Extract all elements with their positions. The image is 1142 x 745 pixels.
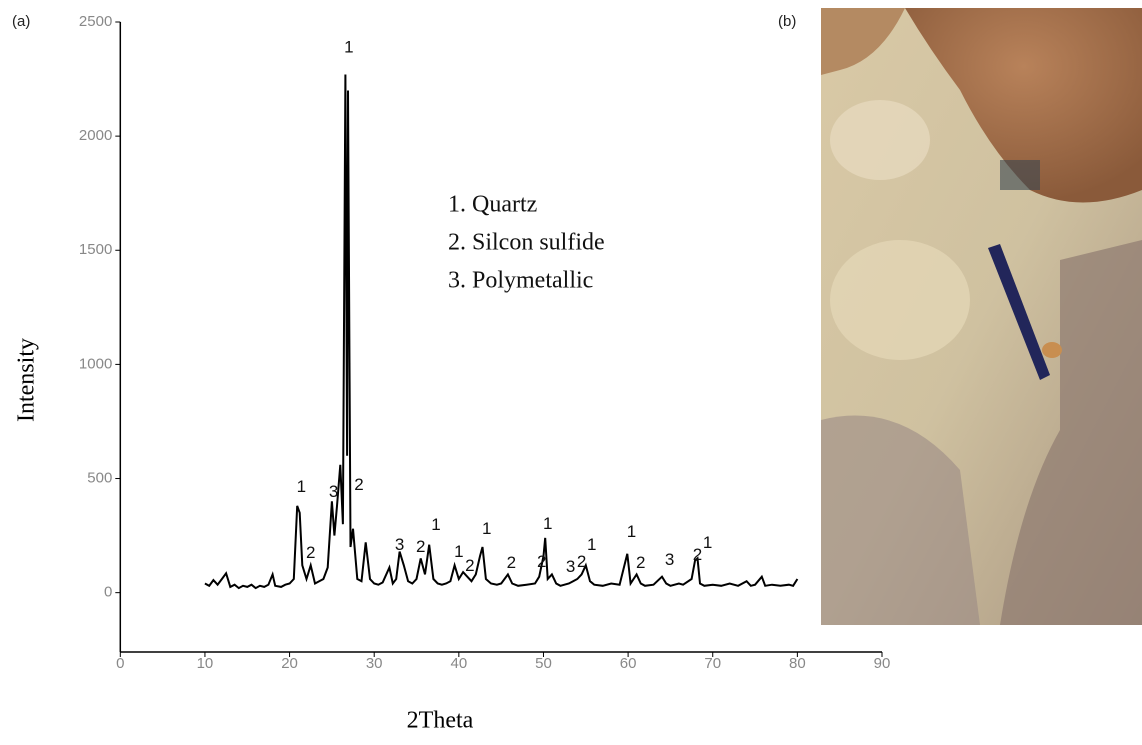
peak-label: 2: [507, 553, 516, 572]
panel-label: (a): [12, 13, 30, 30]
y-tick-label: 2500: [79, 13, 112, 30]
peak-label: 1: [587, 535, 596, 554]
x-tick-label: 40: [450, 655, 467, 672]
y-axis-label: Intensity: [14, 338, 40, 422]
x-tick-label: 0: [116, 655, 124, 672]
peak-label: 1: [627, 522, 636, 541]
x-tick-label: 50: [535, 655, 552, 672]
peak-label: 2: [465, 556, 474, 575]
x-axis-label: 2Theta: [407, 708, 474, 734]
note: 2. Silcon sulfide: [448, 230, 605, 256]
x-tick-label: 30: [366, 655, 383, 672]
x-tick-label: 70: [704, 655, 721, 672]
peak-label: 2: [577, 552, 586, 571]
peak-label: 1: [431, 515, 440, 534]
peak-label: 2: [537, 552, 546, 571]
photo: [821, 8, 1142, 625]
peak-label: 3: [566, 557, 575, 576]
peak-label: 2: [306, 543, 315, 562]
x-tick-label: 90: [874, 655, 891, 672]
peak-label: 1: [703, 533, 712, 552]
panel-label: (b): [778, 13, 796, 30]
y-tick-label: 0: [104, 584, 112, 601]
peak-label: 1: [482, 519, 491, 538]
peak-label: 1: [543, 514, 552, 533]
peak-label: 2: [693, 545, 702, 564]
x-tick-label: 80: [789, 655, 806, 672]
x-tick-label: 10: [197, 655, 214, 672]
y-tick-label: 1500: [79, 241, 112, 258]
peak-label: 1: [454, 542, 463, 561]
x-tick-label: 20: [281, 655, 298, 672]
x-tick-label: 60: [620, 655, 637, 672]
peak-label: 3: [395, 535, 404, 554]
peak-label: 3: [665, 550, 674, 569]
note: 1. Quartz: [448, 192, 537, 218]
peak-label: 1: [297, 477, 306, 496]
peak-label: 2: [354, 475, 363, 494]
y-tick-label: 2000: [79, 127, 112, 144]
y-tick-label: 1000: [79, 355, 112, 372]
xrd-line: [204, 74, 799, 590]
note: 3. Polymetallic: [448, 268, 593, 294]
peak-label: 2: [416, 537, 425, 556]
y-tick-label: 500: [87, 469, 112, 486]
peak-label: 1: [344, 38, 353, 57]
peak-label: 2: [636, 553, 645, 572]
peak-label: 3: [329, 482, 338, 501]
